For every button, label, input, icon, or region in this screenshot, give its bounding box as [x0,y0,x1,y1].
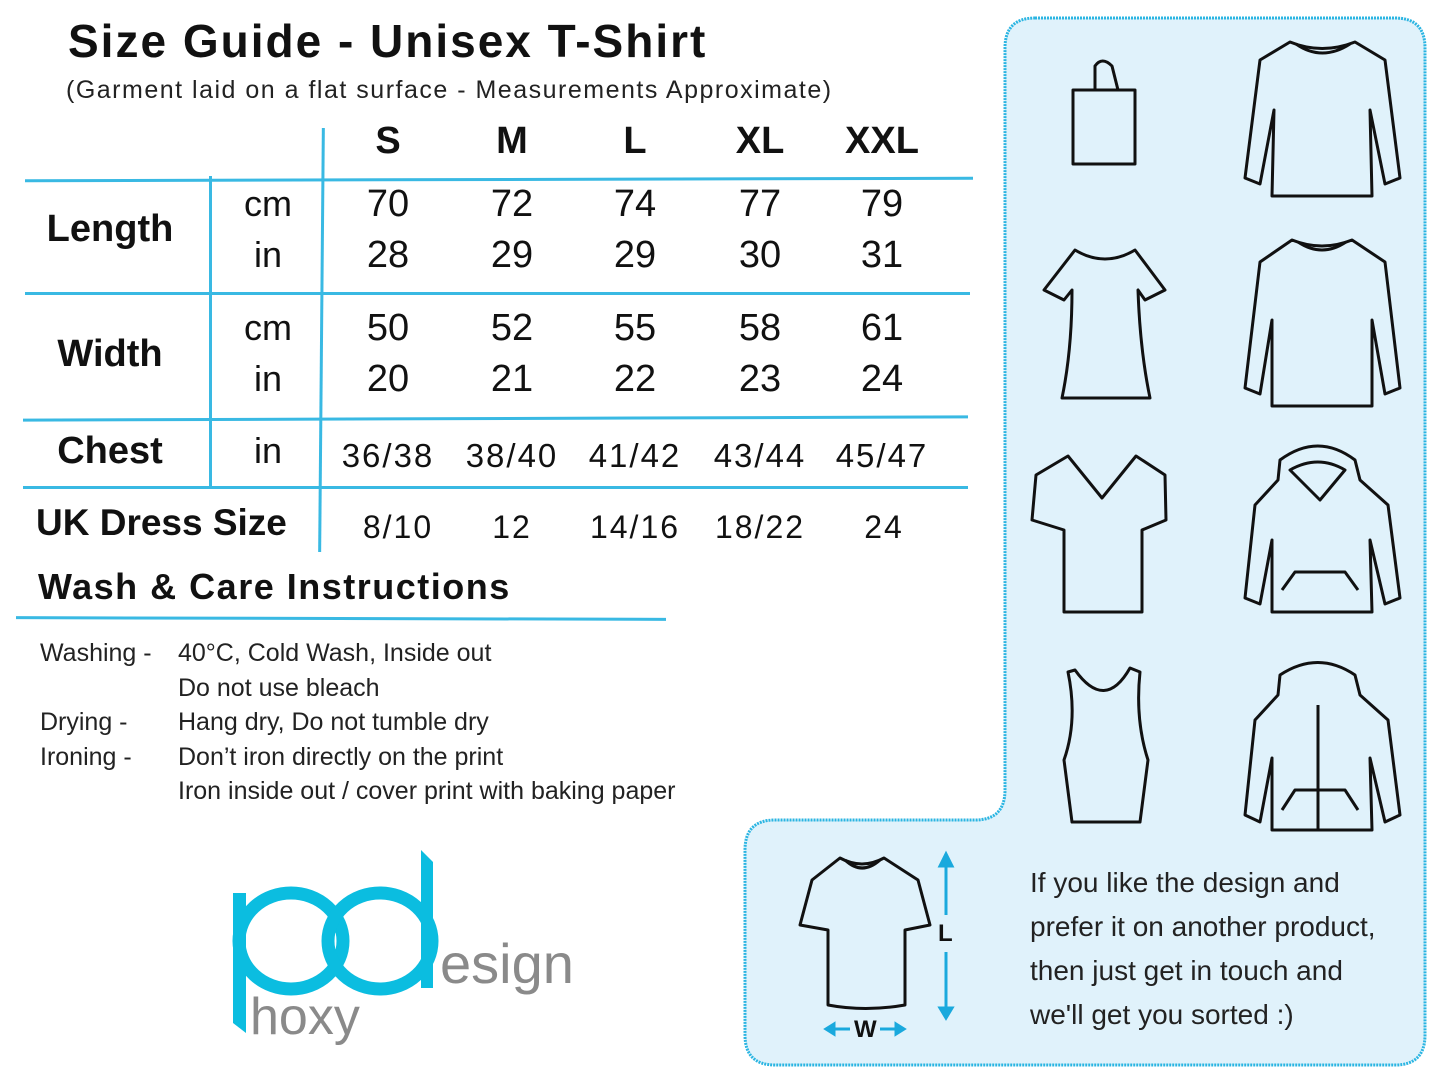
sweatshirt-icon [1243,40,1402,198]
care-instruction: Hang dry, Do not tumble dry [178,708,489,736]
table-cell: 8/10 [362,509,434,545]
unit-label: cm [244,183,292,224]
tote-bag-icon [1071,59,1137,166]
size-header-xxl: XXL [845,120,919,162]
table-cell: 24 [860,358,904,400]
table-cell: 29 [490,234,534,276]
row-label: Chest [57,430,163,472]
blurb-line: we'll get you sorted :) [1030,999,1294,1030]
blurb-line: then just get in touch and [1030,955,1343,986]
table-cell: 21 [490,358,534,400]
width-arrow-icon [823,1021,907,1037]
hoodie-icon [1243,444,1402,614]
table-cell: 20 [366,358,410,400]
page-title: Size Guide - Unisex T-Shirt [68,15,708,67]
length-label: L [938,920,953,947]
row-label: UK Dress Size [36,502,287,543]
table-cell: 43/44 [713,437,807,474]
table-cell: 61 [860,307,904,349]
table-cell: 31 [860,234,904,276]
table-cell: 50 [366,307,410,349]
table-cell: 29 [613,234,657,276]
sweatshirt-icon [1243,238,1402,408]
table-cell: 38/40 [465,437,559,474]
row-label: Width [57,333,163,375]
vneck-tshirt-icon [1030,454,1168,614]
row-label: Length [46,208,174,250]
table-cell: 41/42 [588,437,682,474]
care-label: Washing - [40,639,152,667]
tank-top-icon [1062,666,1150,824]
unit-label: in [253,358,283,399]
table-cell: 74 [613,183,657,225]
zip-hoodie-icon [1243,661,1402,832]
table-cell: 52 [490,307,534,349]
blurb-line: prefer it on another product, [1030,911,1376,942]
table-cell: 55 [613,307,657,349]
table-cell: 36/38 [341,437,435,474]
size-header-m: M [496,120,528,162]
page-subtitle: (Garment laid on a flat surface - Measur… [66,76,833,104]
size-header-xl: XL [735,120,785,162]
logo: esign hoxy [228,838,608,1058]
table-cell: 58 [738,307,782,349]
table-cell: 79 [860,183,904,225]
care-instruction: 40°C, Cold Wash, Inside out [178,639,492,667]
care-instruction: Iron inside out / cover print with bakin… [178,777,676,805]
table-divider [25,292,970,295]
table-cell: 22 [613,358,657,400]
unit-label: in [253,234,283,275]
table-cell: 24 [864,509,904,545]
care-instruction: Don’t iron directly on the print [178,742,504,771]
table-cell: 77 [738,183,782,225]
table-cell: 30 [738,234,782,276]
table-cell: 12 [492,509,532,545]
table-cell: 45/47 [835,437,929,474]
care-label: Ironing - [40,742,132,771]
care-label: Drying - [40,708,128,736]
table-cell: 23 [738,358,782,400]
care-instruction: Do not use bleach [178,673,380,702]
table-divider [209,176,212,488]
table-divider [23,486,968,489]
unit-label: cm [244,307,292,348]
width-label: W [854,1016,877,1043]
length-arrow-icon [937,850,955,1021]
svg-text:esign: esign [440,932,574,995]
table-cell: 18/22 [714,509,806,545]
table-cell: 70 [366,183,410,225]
blurb-line: If you like the design and [1030,867,1340,898]
size-header-s: S [375,120,401,162]
tshirt-measure-icon [798,856,932,1010]
size-header-l: L [623,120,647,162]
table-cell: 14/16 [589,509,681,545]
unit-label: in [253,430,283,471]
care-title: Wash & Care Instructions [38,566,511,607]
logo-mark: esign hoxy [232,850,574,1046]
womens-tshirt-icon [1042,248,1167,400]
table-cell: 72 [490,183,534,225]
table-cell: 28 [366,234,410,276]
svg-text:hoxy: hoxy [250,988,360,1046]
